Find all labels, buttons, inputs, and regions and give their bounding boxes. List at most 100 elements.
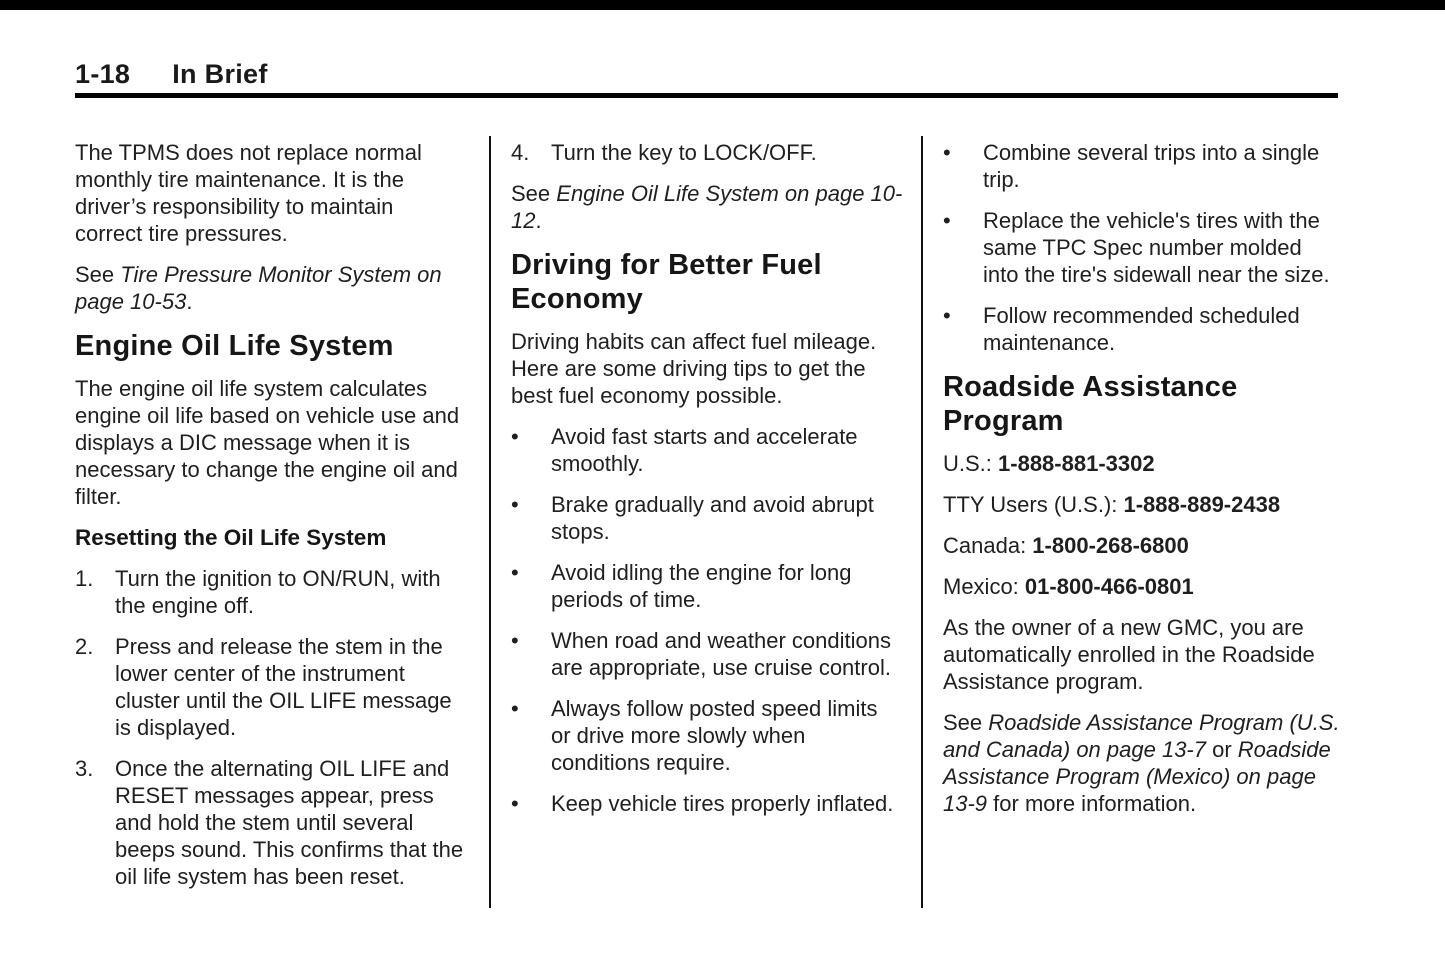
section-heading: Engine Oil Life System [75,329,465,363]
page-number: 1-18 [75,59,131,89]
text-run: When road and weather conditions are app… [551,628,891,680]
bullet-marker: • [943,303,951,328]
phone-number: 1-888-881-3302 [998,451,1155,476]
cross-reference-text: Engine Oil Life System on page 10-12 [511,181,903,233]
page-top-bar [0,0,1445,10]
paragraph: TTY Users (U.S.): 1-888-889-2438 [943,491,1341,518]
list-number: 1. [75,566,94,591]
text-run: See [75,262,121,287]
text-run: Combine several trips into a single trip… [983,140,1320,192]
text-run: The engine oil life system calculates en… [75,376,460,509]
list-item-text: Avoid fast starts and accelerate smoothl… [551,424,858,476]
numbered-list-item: 4. Turn the key to LOCK/OFF. [511,139,903,166]
text-run: Resetting the Oil Life System [75,525,387,550]
paragraph: See Tire Pressure Monitor System on page… [75,261,465,315]
cross-reference-text: Roadside Assistance Program (Mexico) on … [943,737,1331,816]
bullet-list-item: • Avoid idling the engine for long period… [511,559,903,613]
bullet-marker: • [943,208,951,233]
list-item-text: Turn the key to LOCK/OFF. [551,140,817,165]
column-right: • Combine several trips into a single tri… [943,139,1341,831]
list-item-text: Once the alternating OIL LIFE and RESET … [115,756,463,889]
text-run: Driving habits can affect fuel mileage. … [511,329,877,408]
paragraph: See Engine Oil Life System on page 10-12… [511,180,903,234]
bullet-marker: • [511,696,519,721]
paragraph: See Roadside Assistance Program (U.S. an… [943,709,1341,817]
paragraph: As the owner of a new GMC, you are autom… [943,614,1341,695]
text-run: Replace the vehicle's tires with the sam… [983,208,1330,287]
text-run: Press and release the stem in the lower … [115,634,452,740]
phone-number: 01-800-466-0801 [1024,574,1194,599]
paragraph: The engine oil life system calculates en… [75,375,465,510]
bullet-marker: • [511,424,519,449]
text-run: Turn the key to LOCK/OFF. [551,140,817,165]
column-separator-2 [921,136,923,908]
paragraph: Driving habits can affect fuel mileage. … [511,328,903,409]
header-rule [75,93,1338,98]
list-item-text: Turn the ignition to ON/RUN, with the en… [115,566,441,618]
text-run: Turn the ignition to ON/RUN, with the en… [115,566,441,618]
text-run: Brake gradually and avoid abrupt stops. [551,492,874,544]
paragraph: U.S.: 1-888-881-3302 [943,450,1341,477]
list-item-text: Avoid idling the engine for long periods… [551,560,851,612]
section-heading: Roadside Assistance Program [943,370,1341,438]
list-number: 3. [75,756,94,781]
list-item-text: Replace the vehicle's tires with the sam… [983,208,1330,287]
bullet-marker: • [511,791,519,816]
bullet-marker: • [511,560,519,585]
text-run: Mexico: [943,574,1025,599]
text-run: Avoid idling the engine for long periods… [551,560,852,612]
phone-number: 1-800-268-6800 [1032,533,1189,558]
text-run: or [1206,737,1238,762]
bullet-list-item: • Follow recommended scheduled maintenanc… [943,302,1341,356]
text-run: U.S.: [943,451,999,476]
cross-reference-text: Tire Pressure Monitor System on page 10-… [75,262,442,314]
bullet-list-item: • Always follow posted speed limits or dr… [511,695,903,776]
text-run: for more information. [987,791,1197,816]
list-item-text: Press and release the stem in the lower … [115,634,452,740]
paragraph: Mexico: 01-800-466-0801 [943,573,1341,600]
text-run: . [186,289,193,314]
section-heading: Driving for Better Fuel Economy [511,248,903,316]
list-item-text: Brake gradually and avoid abrupt stops. [551,492,874,544]
list-item-text: Follow recommended scheduled maintenance… [983,303,1300,355]
bullet-list-item: • Avoid fast starts and accelerate smooth… [511,423,903,477]
text-run: Always follow posted speed limits or dri… [551,696,878,775]
subsection-heading: Resetting the Oil Life System [75,524,465,551]
bullet-list-item: • Brake gradually and avoid abrupt stops. [511,491,903,545]
text-run: See [511,181,557,206]
text-run: Canada: [943,533,1033,558]
bullet-list-item: • When road and weather conditions are ap… [511,627,903,681]
list-number: 2. [75,634,94,659]
bullet-list-item: • Keep vehicle tires properly inflated. [511,790,903,817]
text-run: As the owner of a new GMC, you are autom… [943,615,1315,694]
list-item-text: Combine several trips into a single trip… [983,140,1319,192]
list-number: 4. [511,140,530,165]
numbered-list-item: 1. Turn the ignition to ON/RUN, with the … [75,565,465,619]
text-run: . [535,208,542,233]
list-item-text: Always follow posted speed limits or dri… [551,696,877,775]
column-middle: 4. Turn the key to LOCK/OFF. See Engine Oi… [511,139,903,831]
paragraph: The TPMS does not replace normal monthly… [75,139,465,247]
bullet-list-item: • Replace the vehicle's tires with the sa… [943,207,1341,288]
numbered-list-item: 2. Press and release the stem in the lowe… [75,633,465,741]
text-run: The TPMS does not replace normal monthly… [75,140,422,246]
list-item-text: When road and weather conditions are app… [551,628,891,680]
text-run: Keep vehicle tires properly inflated. [551,791,894,816]
column-left: The TPMS does not replace normal monthly… [75,139,465,904]
page-header: 1-18 In Brief [75,59,268,90]
section-title: In Brief [172,59,268,89]
numbered-list-item: 3. Once the alternating OIL LIFE and RESE… [75,755,465,890]
text-run: Roadside Assistance Program [943,371,1238,437]
text-run: TTY Users (U.S.): [943,492,1124,517]
column-separator-1 [489,136,491,908]
text-run: Engine Oil Life System [75,330,394,362]
text-run: Once the alternating OIL LIFE and RESET … [115,756,464,889]
list-item-text: Keep vehicle tires properly inflated. [551,791,893,816]
text-run: Follow recommended scheduled maintenance… [983,303,1300,355]
cross-reference-text: Roadside Assistance Program (U.S. and Ca… [943,710,1340,762]
paragraph: Canada: 1-800-268-6800 [943,532,1341,559]
text-run: See [943,710,989,735]
bullet-list-item: • Combine several trips into a single tri… [943,139,1341,193]
phone-number: 1-888-889-2438 [1123,492,1281,517]
bullet-marker: • [511,628,519,653]
